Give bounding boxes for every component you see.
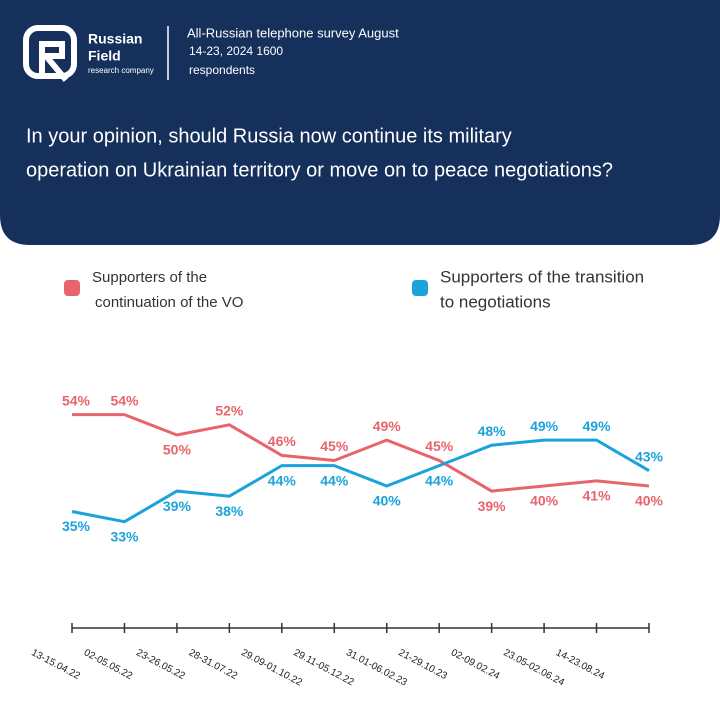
- data-label: 49%: [583, 418, 612, 434]
- data-label: 54%: [110, 392, 139, 408]
- x-tick-label: 23-26.05.22: [134, 647, 187, 682]
- header-panel: [0, 0, 720, 245]
- data-label: 40%: [530, 493, 559, 509]
- survey-info: 14-23, 2024 1600: [189, 44, 283, 58]
- x-tick-label: 28-31.07.22: [187, 647, 240, 682]
- data-label: 44%: [425, 472, 454, 488]
- data-label: 41%: [583, 488, 612, 504]
- data-label: 39%: [478, 498, 507, 514]
- brand: Russian: [88, 31, 142, 47]
- data-label: 46%: [268, 433, 297, 449]
- legend-label: continuation of the VO: [95, 294, 243, 311]
- data-label: 43%: [635, 448, 664, 464]
- data-label: 38%: [215, 503, 244, 519]
- data-label: 44%: [268, 472, 297, 488]
- brand: Field: [88, 48, 121, 64]
- data-label: 49%: [373, 418, 402, 434]
- series-line: [71, 438, 650, 524]
- legend-swatch: [412, 280, 428, 296]
- data-label: 35%: [62, 518, 91, 534]
- data-label: 45%: [425, 438, 454, 454]
- data-label: 33%: [110, 528, 139, 544]
- legend-label: Supporters of the: [92, 269, 207, 286]
- data-label: 52%: [215, 403, 244, 419]
- data-label: 40%: [373, 493, 402, 509]
- data-label: 50%: [163, 442, 192, 458]
- data-label: 40%: [635, 493, 664, 509]
- tagline: research company: [88, 66, 154, 75]
- data-label: 45%: [320, 438, 349, 454]
- data-label: 44%: [320, 472, 349, 488]
- legend-label: to negotiations: [440, 292, 551, 311]
- logo: [23, 25, 77, 82]
- legend-swatch: [64, 280, 80, 296]
- x-tick-label: 02-05.05.22: [82, 647, 135, 682]
- survey-info: All-Russian telephone survey August: [187, 25, 399, 40]
- series-line: [72, 413, 650, 493]
- data-label: 48%: [478, 423, 507, 439]
- data-label: 54%: [62, 392, 91, 408]
- chart-title: operation on Ukrainian territory or move…: [26, 159, 613, 181]
- x-tick-label: 02-09.02.24: [449, 647, 502, 682]
- legend-label: Supporters of the transition: [440, 267, 644, 286]
- survey-info: respondents: [189, 63, 255, 77]
- data-label: 49%: [530, 418, 559, 434]
- data-label: 39%: [163, 498, 192, 514]
- chart-title: In your opinion, should Russia now conti…: [26, 125, 512, 147]
- x-tick-label: 13-15.04.22: [29, 647, 82, 682]
